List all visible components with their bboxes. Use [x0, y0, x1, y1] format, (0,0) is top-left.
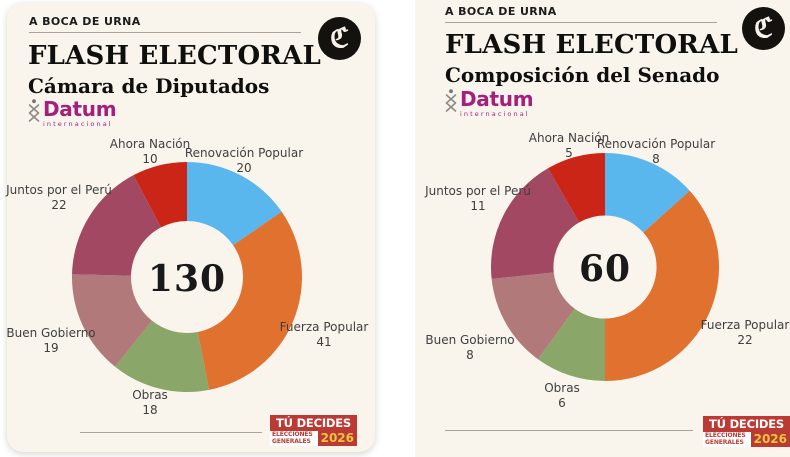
datum-wordmark: Datum: [460, 87, 534, 111]
slice-label-name: Ahora Nación: [528, 131, 610, 145]
donut-ring-diputados: [72, 162, 302, 392]
datum-text: Datum internacional: [460, 87, 534, 118]
slice-label-value: 8: [466, 348, 474, 362]
slice-label-value: 10: [142, 152, 158, 166]
badge-elecciones: ELECCIONES: [272, 431, 313, 438]
slice-label-fuerza-popular: Fuerza Popular 41: [280, 320, 369, 350]
slice-label-renovacion-popular: Renovación Popular 8: [597, 137, 715, 167]
slice-label-name: Ahora Nación: [109, 137, 191, 151]
page-title: FLASH ELECTORAL: [28, 41, 321, 71]
panel-camara-diputados: A BOCA DE URNA ℭ FLASH ELECTORAL Cámara …: [6, 3, 375, 452]
slice-label-obras: Obras 6: [544, 381, 580, 411]
donut-total: 130: [147, 258, 227, 300]
el-comercio-logo-icon: ℭ: [318, 17, 361, 60]
donut-slice-buen-gobierno: [491, 272, 575, 360]
badge-generales: GENERALES: [272, 437, 311, 445]
badge-title: TÚ DECIDES: [703, 416, 790, 432]
chart-subtitle: Cámara de Diputados: [28, 74, 270, 98]
slice-label-buen-gobierno: Buen Gobierno 8: [425, 333, 514, 363]
slice-label-name: Fuerza Popular: [279, 320, 369, 334]
panel-composicion-senado: A BOCA DE URNA ℭ FLASH ELECTORAL Composi…: [415, 0, 790, 457]
badge-bottom: ELECCIONES GENERALES 2026: [703, 432, 790, 447]
donut-slice-renovacion-popular: [605, 153, 690, 233]
badge-year: 2026: [750, 432, 790, 447]
slice-label-name: Obras: [544, 381, 580, 395]
donut-slice-fuerza-popular: [197, 211, 302, 390]
donut-slice-obras: [114, 320, 210, 392]
slice-label-value: 20: [236, 161, 252, 175]
slice-label-value: 6: [558, 396, 566, 410]
slice-label-obras: Obras 18: [132, 388, 168, 418]
slice-label-name: Renovación Popular: [184, 146, 304, 160]
slice-label-name: Buen Gobierno: [425, 333, 515, 347]
badge-elecciones-generales: ELECCIONES GENERALES: [270, 431, 318, 446]
footer-divider: [80, 432, 262, 433]
header-divider: [445, 22, 717, 23]
badge-elecciones-generales: ELECCIONES GENERALES: [703, 432, 751, 447]
slice-label-value: 19: [43, 341, 59, 355]
donut-chart-senado: 60 Renovación Popular 8 Fuerza Popular 2…: [415, 120, 790, 422]
datum-subtext: internacional: [460, 110, 530, 118]
datum-logo: Datum internacional: [28, 97, 117, 128]
slice-label-name: Renovación Popular: [596, 137, 716, 151]
slice-label-name: Fuerza Popular: [700, 318, 790, 332]
slice-label-value: 22: [737, 333, 753, 347]
datum-logo: Datum internacional: [445, 87, 534, 118]
donut-slice-juntos-por-el-peru: [491, 168, 580, 279]
slice-label-value: 41: [316, 335, 332, 349]
donut-ring-senado: [491, 153, 719, 381]
tu-decides-badge: TÚ DECIDES ELECCIONES GENERALES 2026: [703, 416, 790, 447]
donut-slice-buen-gobierno: [72, 274, 152, 367]
datum-dna-icon: [445, 89, 457, 112]
slice-label-value: 5: [565, 146, 573, 160]
donut-slice-ahora-nacion: [133, 162, 187, 228]
slice-label-name: Buen Gobierno: [6, 326, 96, 340]
badge-year: 2026: [317, 431, 357, 446]
tu-decides-badge: TÚ DECIDES ELECCIONES GENERALES 2026: [270, 415, 357, 446]
donut-slice-ahora-nacion: [548, 153, 605, 223]
slice-label-name: Obras: [132, 388, 168, 402]
slice-label-renovacion-popular: Renovación Popular 20: [185, 146, 303, 176]
slice-label-value: 11: [470, 199, 486, 213]
slice-label-ahora-nacion: Ahora Nación 5: [529, 131, 609, 161]
kicker: A BOCA DE URNA: [445, 5, 557, 18]
donut-slice-fuerza-popular: [605, 190, 719, 381]
slice-label-juntos-por-el-peru: Juntos por el Perú 11: [425, 184, 531, 214]
datum-wordmark: Datum: [43, 97, 117, 121]
badge-bottom: ELECCIONES GENERALES 2026: [270, 431, 357, 446]
datum-subtext: internacional: [43, 120, 113, 128]
donut-slice-renovacion-popular: [187, 162, 282, 246]
kicker: A BOCA DE URNA: [29, 15, 141, 28]
el-comercio-glyph: ℭ: [330, 23, 349, 54]
slice-label-name: Juntos por el Perú: [6, 183, 112, 197]
footer-divider: [445, 430, 693, 431]
slice-label-name: Juntos por el Perú: [425, 184, 531, 198]
chart-subtitle: Composición del Senado: [445, 63, 720, 87]
donut-total: 60: [578, 248, 632, 290]
slice-label-juntos-por-el-peru: Juntos por el Perú 22: [6, 183, 112, 213]
datum-text: Datum internacional: [43, 97, 117, 128]
slice-label-buen-gobierno: Buen Gobierno 19: [6, 326, 95, 356]
donut-slice-juntos-por-el-peru: [72, 175, 161, 276]
datum-dna-icon: [28, 99, 40, 122]
header-divider: [29, 32, 301, 33]
donut-slice-obras: [537, 308, 605, 381]
slice-label-ahora-nacion: Ahora Nación 10: [110, 137, 190, 167]
badge-generales: GENERALES: [705, 438, 744, 446]
page-title: FLASH ELECTORAL: [445, 30, 738, 60]
el-comercio-logo-icon: ℭ: [742, 7, 785, 50]
slice-label-value: 18: [142, 403, 158, 417]
badge-title: TÚ DECIDES: [270, 415, 357, 431]
badge-elecciones: ELECCIONES: [705, 432, 746, 439]
donut-chart-diputados: 130 Renovación Popular 20 Fuerza Popular…: [6, 130, 375, 428]
el-comercio-glyph: ℭ: [754, 13, 773, 44]
slice-label-value: 8: [652, 152, 660, 166]
slice-label-value: 22: [51, 198, 67, 212]
slice-label-fuerza-popular: Fuerza Popular 22: [701, 318, 790, 348]
